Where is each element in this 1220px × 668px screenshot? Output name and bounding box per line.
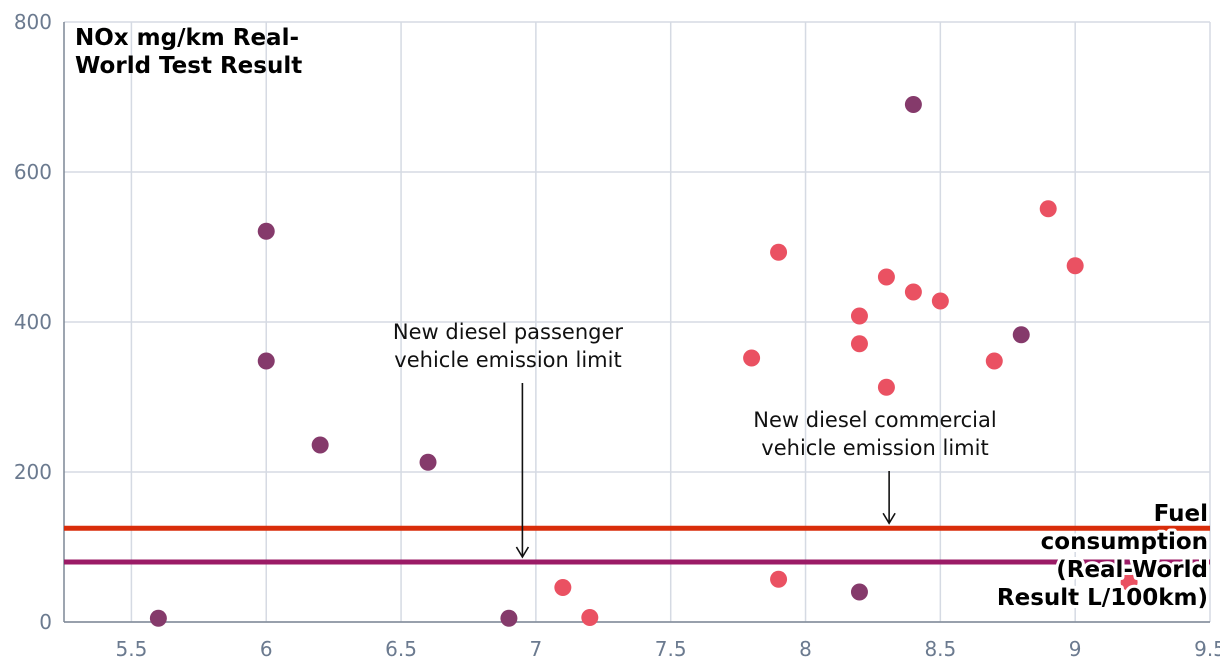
data-point <box>500 609 518 627</box>
data-point <box>257 222 275 240</box>
commercial-limit-annotation-text: New diesel commercial <box>753 408 996 432</box>
commercial-limit-annotation-text: vehicle emission limit <box>761 436 988 460</box>
series-passenger-vehicles <box>149 96 1030 627</box>
x-tick-label: 6 <box>260 637 273 661</box>
x-tick-label: 7 <box>530 637 543 661</box>
series-commercial-vehicles <box>554 200 1138 626</box>
data-point <box>985 352 1003 370</box>
data-point <box>581 609 599 626</box>
y-axis-label: NOx mg/km Real- <box>75 25 299 51</box>
x-axis-label: Fuel <box>1154 501 1208 527</box>
data-point <box>850 583 868 601</box>
x-axis-label: (Real-World <box>1056 557 1208 583</box>
data-point <box>257 352 275 370</box>
commercial-limit-annotation-arrowhead <box>882 512 896 525</box>
data-point <box>877 378 895 396</box>
x-tick-label: 9.5 <box>1194 637 1220 661</box>
data-point <box>1012 326 1030 344</box>
y-tick-label: 200 <box>14 460 52 484</box>
data-point <box>1039 200 1057 218</box>
data-point <box>1120 573 1138 591</box>
y-tick-label: 800 <box>14 10 52 34</box>
grid <box>64 21 1211 623</box>
data-point <box>904 96 922 113</box>
data-point <box>1066 257 1084 275</box>
data-point <box>149 609 167 627</box>
passenger-limit-annotation-text: vehicle emission limit <box>394 348 621 372</box>
x-tick-label: 7.5 <box>655 637 687 661</box>
data-point <box>877 268 895 286</box>
passenger-limit-annotation-arrowhead <box>515 546 530 559</box>
y-tick-label: 0 <box>39 610 52 634</box>
data-point <box>743 349 761 367</box>
data-point <box>850 335 868 353</box>
x-tick-label: 6.5 <box>385 637 417 661</box>
data-point <box>931 292 949 310</box>
data-point <box>770 570 788 588</box>
x-tick-label: 8 <box>799 637 812 661</box>
data-point <box>770 243 788 261</box>
x-axis-label: Result L/100km) <box>997 585 1208 611</box>
data-point <box>419 453 437 471</box>
data-point <box>554 579 572 596</box>
x-axis-label: consumption <box>1041 529 1208 555</box>
y-tick-label: 400 <box>14 310 52 334</box>
passenger-limit-annotation-text: New diesel passenger <box>393 320 623 344</box>
y-tick-label: 600 <box>14 160 52 184</box>
x-tick-label: 5.5 <box>116 637 148 661</box>
data-point <box>311 436 329 454</box>
x-tick-label: 9 <box>1069 637 1082 661</box>
y-axis-label: World Test Result <box>75 53 302 79</box>
data-point <box>850 307 868 325</box>
data-point <box>904 283 922 301</box>
x-tick-label: 8.5 <box>924 637 956 661</box>
